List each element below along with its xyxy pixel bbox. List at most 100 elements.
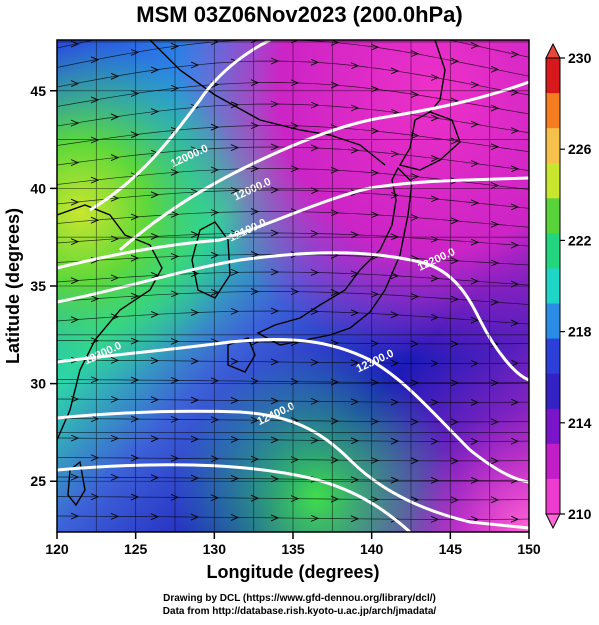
wind-arrow bbox=[510, 50, 520, 58]
wind-arrow bbox=[130, 454, 140, 462]
wind-arrow bbox=[170, 290, 180, 298]
wind-arrow bbox=[191, 20, 198, 26]
wind-arrow bbox=[70, 159, 80, 167]
wind-arrow bbox=[210, 209, 220, 216]
coastline-taiwan bbox=[67, 460, 86, 507]
wind-arrow bbox=[110, 395, 120, 403]
wind-arrow bbox=[150, 191, 160, 199]
wind-arrow bbox=[110, 72, 120, 80]
wind-arrow bbox=[430, 359, 440, 367]
streamline bbox=[57, 398, 529, 403]
wind-arrow bbox=[331, 535, 338, 541]
wind-arrow bbox=[370, 290, 380, 298]
colorbar-segment bbox=[546, 268, 560, 305]
wind-arrow bbox=[230, 144, 240, 152]
wind-arrow bbox=[450, 340, 460, 348]
wind-arrow bbox=[110, 194, 120, 202]
wind-arrow bbox=[151, 25, 158, 31]
wind-arrow bbox=[190, 435, 200, 443]
wind-arrow bbox=[170, 210, 180, 218]
wind-arrow bbox=[350, 62, 360, 70]
wind-arrow bbox=[470, 160, 480, 167]
wind-arrow bbox=[90, 56, 100, 64]
contour-12400 bbox=[57, 409, 529, 530]
wind-arrow bbox=[430, 74, 440, 81]
x-axis-ticks: 120 125 130 135 140 145 150 bbox=[45, 532, 541, 557]
y-axis-title: Latitude (degrees) bbox=[3, 208, 23, 364]
wind-arrow bbox=[170, 415, 180, 423]
wind-arrow bbox=[350, 146, 360, 154]
wind-arrow bbox=[350, 104, 360, 112]
wind-arrow bbox=[90, 216, 100, 224]
wind-arrow bbox=[390, 67, 400, 75]
wind-arrow bbox=[210, 377, 220, 385]
colorbar-label: 210 bbox=[568, 506, 592, 522]
wind-arrow bbox=[370, 169, 380, 177]
coastline-kyushu bbox=[227, 337, 256, 373]
wind-arrow bbox=[310, 144, 320, 152]
wind-arrow bbox=[150, 66, 160, 74]
wind-arrow bbox=[130, 337, 140, 345]
contour-12200 bbox=[57, 251, 529, 382]
streamline bbox=[57, 310, 529, 325]
wind-arrow bbox=[350, 398, 360, 406]
wind-arrow bbox=[350, 476, 360, 484]
wind-arrow bbox=[490, 65, 500, 73]
coastline-korea bbox=[191, 221, 231, 299]
wind-arrow bbox=[131, 533, 138, 539]
colorbar-segment bbox=[546, 338, 560, 375]
wind-arrow bbox=[130, 493, 140, 501]
x-tick-label: 145 bbox=[439, 541, 463, 557]
wind-arrow bbox=[230, 475, 240, 482]
wind-arrow bbox=[351, 20, 358, 26]
wind-arrow bbox=[510, 165, 520, 173]
wind-arrow bbox=[90, 454, 100, 462]
wind-arrow bbox=[90, 295, 100, 303]
wind-arrow bbox=[170, 376, 180, 384]
wind-arrow bbox=[130, 376, 140, 384]
wind-arrow bbox=[230, 514, 240, 521]
wind-arrow bbox=[510, 359, 520, 367]
wind-arrow bbox=[490, 143, 500, 151]
wind-arrow bbox=[510, 319, 520, 327]
wind-arrow bbox=[270, 100, 280, 108]
colorbar-label: 214 bbox=[568, 415, 592, 431]
wind-arrow bbox=[430, 437, 440, 445]
y-tick-label: 30 bbox=[30, 376, 46, 392]
wind-arrow bbox=[390, 476, 400, 484]
wind-arrow bbox=[510, 437, 520, 445]
wind-arrow bbox=[130, 48, 140, 56]
colorbar-segment bbox=[546, 303, 560, 340]
wind-arrow bbox=[430, 313, 440, 321]
wind-arrow bbox=[291, 535, 298, 541]
wind-arrow bbox=[310, 269, 320, 276]
contour-12000 bbox=[89, 40, 271, 212]
coastline-russia bbox=[149, 40, 386, 166]
wind-arrow bbox=[90, 136, 100, 144]
streamline bbox=[57, 476, 529, 481]
wind-arrow bbox=[490, 298, 500, 306]
wind-arrow bbox=[330, 495, 340, 503]
wind-arrow bbox=[90, 96, 100, 104]
coastline-sakhalin bbox=[429, 40, 446, 113]
wind-arrow bbox=[310, 230, 320, 237]
wind-arrow bbox=[270, 358, 280, 366]
wind-arrow bbox=[170, 168, 180, 176]
wind-arrow bbox=[110, 274, 120, 282]
wind-arrow bbox=[410, 50, 420, 57]
colorbar-frame bbox=[545, 57, 561, 515]
wind-arrow bbox=[270, 268, 280, 276]
wind-arrow bbox=[70, 473, 80, 481]
x-tick-label: 135 bbox=[281, 541, 305, 557]
wind-arrow bbox=[230, 397, 240, 404]
wind-arrow bbox=[310, 58, 320, 66]
wind-arrow bbox=[110, 473, 120, 481]
x-tick-label: 130 bbox=[203, 541, 227, 557]
colorbar-segment bbox=[546, 163, 560, 199]
wind-arrow bbox=[90, 493, 100, 501]
colorbar: 230 226 222 218 214 210 bbox=[545, 42, 592, 530]
wind-arrow bbox=[450, 379, 460, 387]
colorbar-segment bbox=[546, 128, 560, 164]
wind-arrow bbox=[70, 277, 80, 285]
wind-arrow bbox=[270, 307, 280, 315]
